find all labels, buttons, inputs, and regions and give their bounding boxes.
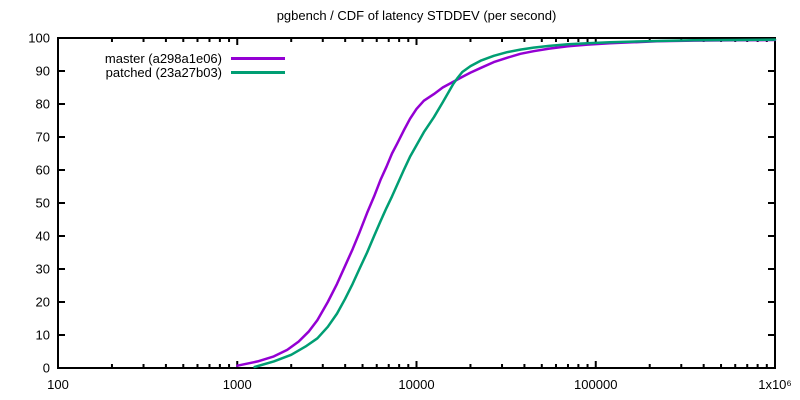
series-line-patched xyxy=(253,38,777,369)
y-tick-label: 10 xyxy=(36,328,50,343)
legend-item-patched: patched (23a27b03) xyxy=(88,64,285,80)
y-tick-label: 40 xyxy=(36,229,50,244)
x-tick-label: 100 xyxy=(47,377,69,392)
legend-line-sample-patched xyxy=(231,70,285,74)
x-tick-label: 1000 xyxy=(223,377,252,392)
y-tick-label: 30 xyxy=(36,262,50,277)
x-tick-label: 1x10⁶ xyxy=(758,377,792,392)
y-tick-label: 50 xyxy=(36,196,50,211)
chart-title: pgbench / CDF of latency STDDEV (per sec… xyxy=(276,8,557,23)
y-tick-label: 90 xyxy=(36,64,50,79)
legend-label-master: master (a298a1e06) xyxy=(104,50,222,66)
y-tick-label: 80 xyxy=(36,97,50,112)
legend-item-master: master (a298a1e06) xyxy=(88,50,285,66)
legend-line-sample-master xyxy=(231,56,285,60)
plot-border xyxy=(57,37,776,369)
y-tick-label: 20 xyxy=(36,295,50,310)
y-tick-label: 60 xyxy=(36,163,50,178)
x-tick-label: 10000 xyxy=(398,377,434,392)
y-tick-label: 100 xyxy=(28,31,50,46)
series-line-master xyxy=(236,38,777,367)
legend-label-patched: patched (23a27b03) xyxy=(105,64,222,80)
y-tick-label: 0 xyxy=(43,361,50,376)
x-tick-label: 100000 xyxy=(574,377,617,392)
legend: master (a298a1e06) patched (23a27b03) xyxy=(88,50,285,80)
y-tick-label: 70 xyxy=(36,130,50,145)
